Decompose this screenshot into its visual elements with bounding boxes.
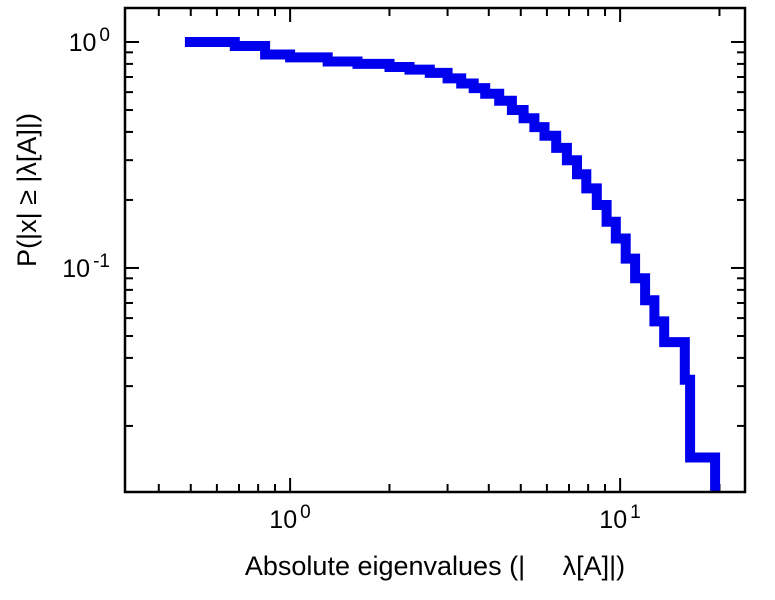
y-tick-exp: 0 bbox=[99, 25, 110, 46]
x-tick-label-1e1: 10 1 bbox=[570, 502, 670, 535]
x-tick-label-1e0: 10 0 bbox=[240, 502, 340, 535]
eigenvalue-ccdf-line bbox=[184, 37, 721, 492]
y-tick-base: 10 bbox=[62, 255, 91, 283]
x-tick-exp: 0 bbox=[300, 502, 311, 523]
y-axis-label: P(|x| ≥ |λ[A]|) bbox=[12, 113, 42, 267]
x-tick-exp: 1 bbox=[630, 502, 641, 523]
y-tick-base: 10 bbox=[68, 29, 97, 57]
x-tick-base: 10 bbox=[269, 506, 298, 534]
y-tick-label-1e-1: 10 -1 bbox=[20, 251, 110, 284]
y-tick-exp: -1 bbox=[93, 251, 110, 272]
axis-ticks bbox=[125, 8, 745, 492]
x-tick-base: 10 bbox=[599, 506, 628, 534]
plot-frame bbox=[123, 6, 747, 494]
y-tick-label-1e0: 10 0 bbox=[20, 25, 110, 58]
x-axis-label: Absolute eigenvalues (| λ[A]|) bbox=[244, 551, 626, 581]
